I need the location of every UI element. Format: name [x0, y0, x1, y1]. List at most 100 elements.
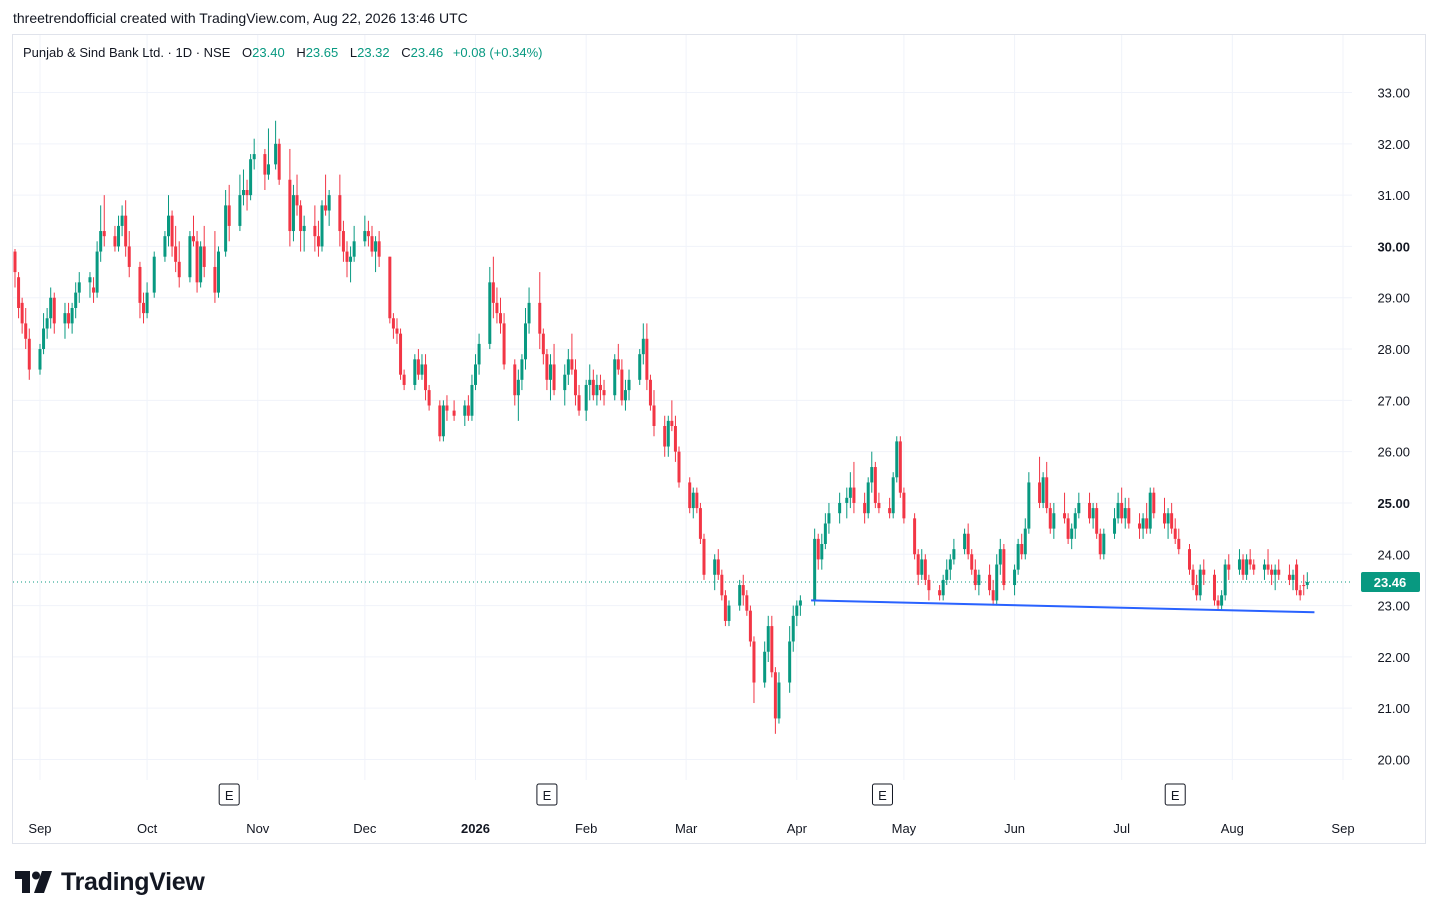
candle-body[interactable]: [973, 569, 977, 586]
candle-body[interactable]: [191, 236, 195, 242]
candle-body[interactable]: [299, 205, 303, 232]
candle-body[interactable]: [488, 282, 492, 344]
candle-body[interactable]: [1287, 574, 1291, 580]
candle-body[interactable]: [541, 333, 545, 355]
candle-body[interactable]: [52, 297, 56, 324]
candle-body[interactable]: [1041, 477, 1045, 503]
candle-body[interactable]: [1052, 513, 1056, 529]
candle-body[interactable]: [1241, 559, 1245, 575]
candle-body[interactable]: [945, 569, 949, 580]
candle-body[interactable]: [695, 492, 699, 509]
candle-body[interactable]: [399, 333, 403, 375]
candle-body[interactable]: [13, 251, 17, 273]
candle-body[interactable]: [1273, 569, 1277, 575]
candle-body[interactable]: [713, 559, 717, 575]
candle-body[interactable]: [677, 451, 681, 483]
candle-body[interactable]: [823, 523, 827, 544]
candle-body[interactable]: [1266, 564, 1270, 570]
candle-body[interactable]: [445, 405, 449, 411]
candle-body[interactable]: [1163, 513, 1167, 524]
candle-body[interactable]: [1048, 508, 1052, 529]
candle-body[interactable]: [877, 502, 881, 509]
candle-body[interactable]: [1252, 564, 1256, 570]
candle-body[interactable]: [416, 359, 420, 375]
candle-body[interactable]: [1170, 513, 1174, 529]
candle-body[interactable]: [152, 256, 156, 293]
candle-body[interactable]: [1141, 518, 1145, 529]
candle-body[interactable]: [641, 338, 645, 355]
candle-body[interactable]: [177, 261, 181, 278]
candle-body[interactable]: [588, 379, 592, 385]
candle-body[interactable]: [338, 195, 342, 232]
candle-body[interactable]: [17, 277, 21, 308]
candle-body[interactable]: [145, 292, 149, 314]
candle-body[interactable]: [816, 538, 820, 560]
candle-body[interactable]: [324, 205, 328, 211]
candle-body[interactable]: [320, 205, 324, 247]
candle-body[interactable]: [102, 231, 106, 237]
candle-body[interactable]: [938, 590, 942, 596]
candle-body[interactable]: [627, 379, 631, 391]
candle-body[interactable]: [366, 231, 370, 237]
candle-body[interactable]: [898, 441, 902, 493]
candle-body[interactable]: [288, 179, 292, 232]
candle-body[interactable]: [263, 154, 267, 175]
candle-body[interactable]: [1173, 528, 1177, 539]
candle-body[interactable]: [1063, 513, 1067, 519]
candle-body[interactable]: [438, 405, 442, 437]
candle-body[interactable]: [595, 384, 599, 396]
candle-body[interactable]: [866, 482, 870, 514]
candle-body[interactable]: [727, 605, 731, 621]
candle-body[interactable]: [420, 364, 424, 375]
candle-body[interactable]: [648, 379, 652, 406]
candle-body[interactable]: [245, 190, 249, 196]
candle-body[interactable]: [499, 313, 503, 324]
candle-body[interactable]: [313, 225, 317, 237]
candle-body[interactable]: [552, 364, 556, 391]
candle-body[interactable]: [92, 287, 96, 293]
candle-body[interactable]: [474, 364, 478, 385]
candle-body[interactable]: [1123, 508, 1127, 519]
candle-body[interactable]: [1102, 533, 1106, 555]
candle-body[interactable]: [113, 236, 117, 247]
candle-body[interactable]: [1016, 544, 1020, 570]
candle-body[interactable]: [1148, 492, 1152, 529]
candle-body[interactable]: [413, 359, 417, 385]
candle-body[interactable]: [795, 605, 799, 616]
candle-body[interactable]: [798, 600, 802, 606]
candle-body[interactable]: [995, 564, 999, 601]
candle-body[interactable]: [1166, 513, 1170, 524]
candle-body[interactable]: [1198, 569, 1202, 596]
candle-body[interactable]: [238, 195, 242, 226]
candle-body[interactable]: [563, 374, 567, 391]
candle-body[interactable]: [916, 554, 920, 575]
candle-body[interactable]: [895, 441, 899, 478]
candle-body[interactable]: [1045, 477, 1049, 509]
candle-body[interactable]: [195, 241, 199, 283]
candle-body[interactable]: [127, 246, 131, 267]
candle-body[interactable]: [252, 154, 256, 160]
candle-body[interactable]: [720, 574, 724, 596]
candle-body[interactable]: [327, 195, 331, 211]
candle-body[interactable]: [738, 585, 742, 606]
candle-body[interactable]: [24, 323, 28, 339]
candle-body[interactable]: [770, 626, 774, 673]
candle-body[interactable]: [970, 554, 974, 570]
candle-body[interactable]: [174, 246, 178, 262]
candle-body[interactable]: [1262, 564, 1266, 570]
candle-body[interactable]: [202, 246, 206, 267]
candle-body[interactable]: [1152, 492, 1156, 514]
candle-body[interactable]: [74, 292, 78, 308]
candle-body[interactable]: [1095, 508, 1099, 534]
earnings-marker-box[interactable]: [218, 783, 240, 806]
candle-body[interactable]: [888, 508, 892, 514]
candle-body[interactable]: [820, 544, 824, 560]
candle-body[interactable]: [1091, 508, 1095, 519]
candle-body[interactable]: [1120, 502, 1124, 519]
candle-body[interactable]: [813, 538, 817, 601]
candle-body[interactable]: [788, 641, 792, 683]
candle-body[interactable]: [570, 359, 574, 370]
candle-body[interactable]: [638, 354, 642, 380]
candle-body[interactable]: [1023, 528, 1027, 555]
candle-body[interactable]: [452, 410, 456, 416]
